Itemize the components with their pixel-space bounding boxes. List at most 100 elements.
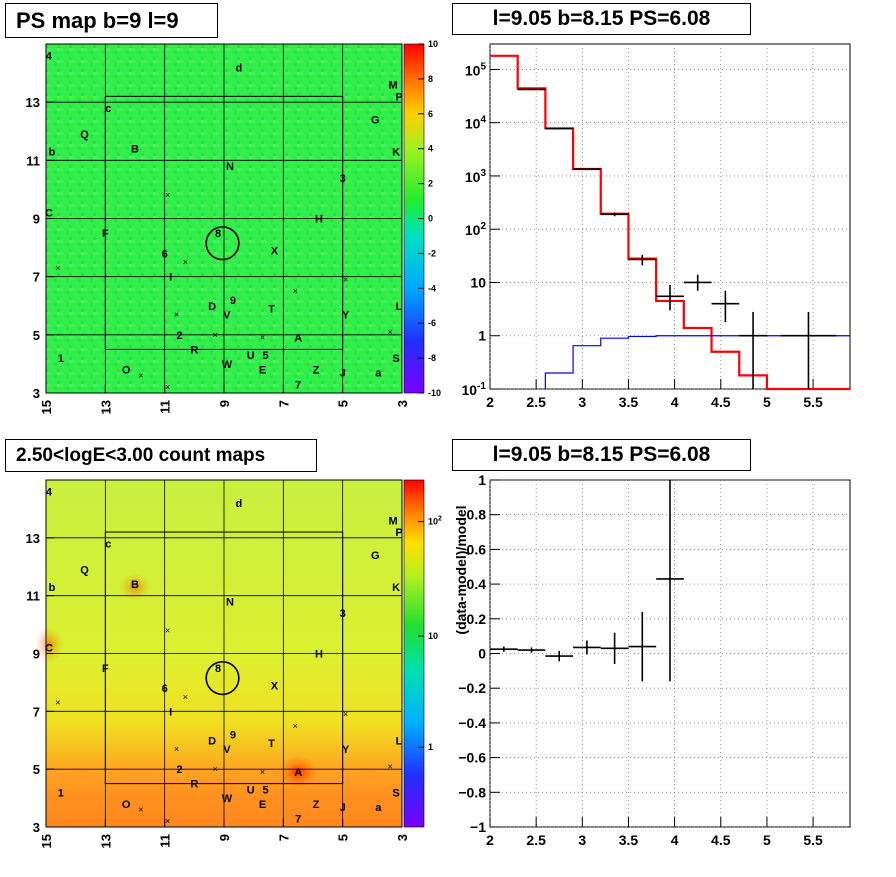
source-label: Q <box>80 565 89 577</box>
x-tick-label: 9 <box>217 400 232 407</box>
source-label: R <box>190 779 198 791</box>
y-tick-label: 11 <box>26 589 40 604</box>
source-marker: × <box>260 333 265 343</box>
y-tick-label: −0.4 <box>458 715 486 731</box>
count-colorbar <box>403 479 425 828</box>
source-label: G <box>371 550 380 562</box>
source-marker: × <box>138 805 143 815</box>
source-label: 6 <box>162 248 168 260</box>
source-label: N <box>226 596 234 608</box>
x-tick-label: 11 <box>158 834 173 848</box>
source-label: 8 <box>215 228 221 240</box>
colorbar-tick-label: -8 <box>428 353 436 363</box>
x-tick-label: 5 <box>763 394 771 410</box>
source-marker: × <box>55 263 60 273</box>
y-tick-label: 13 <box>26 531 40 546</box>
y-tick-label: 1 <box>478 328 486 344</box>
x-tick-label: 7 <box>276 400 291 407</box>
source-marker: × <box>212 764 217 774</box>
colorbar-tick-label: 2 <box>428 179 433 189</box>
source-label: 7 <box>295 379 301 391</box>
source-marker: × <box>174 744 179 754</box>
colorbar-tick-label: 0 <box>428 214 433 224</box>
colorbar-tick-label: 10 <box>428 39 438 49</box>
ps-map: × × × × × × × × × × × 4 d MPc G Q Bb K N 3 C H F 8 6 X I 9 DV T L Y 2 A R 5… <box>26 39 441 414</box>
selected-source-circle <box>205 660 240 696</box>
source-label: O <box>122 799 131 811</box>
source-label: 1 <box>58 787 64 799</box>
source-label: H <box>315 214 323 226</box>
x-tick-label: 3 <box>578 394 586 410</box>
source-label: b <box>49 582 56 594</box>
source-label: c <box>105 539 111 551</box>
y-tick-label: 7 <box>33 704 40 719</box>
selected-source-circle <box>205 226 240 261</box>
y-tick-label: −1 <box>470 819 486 835</box>
source-label: C <box>45 643 53 655</box>
source-label: A <box>294 767 302 779</box>
x-tick-label: 4 <box>671 832 679 848</box>
source-marker: × <box>138 371 143 381</box>
source-label: b <box>49 147 56 159</box>
x-tick-label: 2.5 <box>526 394 546 410</box>
colorbar-tick-label: 6 <box>428 109 433 119</box>
x-tick-label: 15 <box>39 834 54 848</box>
source-label: d <box>235 498 242 510</box>
source-label: O <box>122 365 131 377</box>
source-label: T <box>268 304 275 316</box>
y-tick-label: 7 <box>33 270 40 285</box>
y-tick-label: 3 <box>33 820 40 835</box>
count-map: × × × × × × × × × × × 4 d MPc G Q Bb K N 3 C H F 8 6 X I 9 DV T L Y 2 A R 5… <box>26 479 442 848</box>
source-label: T <box>268 738 275 750</box>
source-label: Y <box>342 309 350 321</box>
x-tick-label: 5.5 <box>803 832 823 848</box>
source-label: c <box>105 103 111 115</box>
x-tick-label: 2 <box>486 832 494 848</box>
x-tick-label: 2 <box>486 394 494 410</box>
x-tick-label: 5.5 <box>803 394 823 410</box>
source-label: L <box>396 735 403 747</box>
count-map-title: 2.50<logE<3.00 count maps <box>5 439 317 472</box>
source-label: I <box>169 706 172 718</box>
source-label: W <box>222 793 233 805</box>
source-label: 6 <box>162 683 168 695</box>
source-marker: × <box>260 767 265 777</box>
y-tick-label: 0.4 <box>467 576 487 592</box>
colorbar-tick-label: -2 <box>428 248 436 258</box>
x-tick-label: 5 <box>763 832 771 848</box>
source-label: Q <box>80 129 89 141</box>
source-label: 4 <box>46 487 53 499</box>
y-tick-label: 1 <box>478 472 486 488</box>
map-region-outline <box>104 531 344 785</box>
source-label: E <box>259 799 266 811</box>
colorbar-tick-label: 1 <box>428 742 433 752</box>
source-label: C <box>45 208 53 220</box>
count-hotspot <box>278 755 319 790</box>
ps-map-title: PS map b=9 l=9 <box>5 3 218 38</box>
source-label: a <box>375 802 382 814</box>
source-label: A <box>294 333 302 345</box>
source-label: S <box>392 353 399 365</box>
x-tick-label: 11 <box>158 400 173 414</box>
source-marker: × <box>165 382 170 392</box>
colorbar-tick-label: -6 <box>428 318 436 328</box>
x-tick-label: 4.5 <box>711 832 731 848</box>
source-label: 2 <box>176 764 182 776</box>
y-tick-label: 11 <box>26 153 40 168</box>
y-tick-label: 5 <box>33 762 40 777</box>
source-label: U <box>247 350 255 362</box>
source-label: 2 <box>176 330 182 342</box>
y-tick-label: 10-1 <box>462 381 487 398</box>
x-tick-label: 3.5 <box>619 394 639 410</box>
y-tick-label: 104 <box>465 115 487 132</box>
y-tick-label: −0.6 <box>458 750 486 766</box>
source-label: K <box>392 147 400 159</box>
source-label: K <box>392 582 400 594</box>
x-tick-label: 15 <box>39 400 54 414</box>
x-tick-label: 13 <box>98 834 113 848</box>
source-marker: × <box>388 327 393 337</box>
source-marker: × <box>183 257 188 267</box>
x-tick-label: 9 <box>217 834 232 841</box>
source-label: 7 <box>295 813 301 825</box>
